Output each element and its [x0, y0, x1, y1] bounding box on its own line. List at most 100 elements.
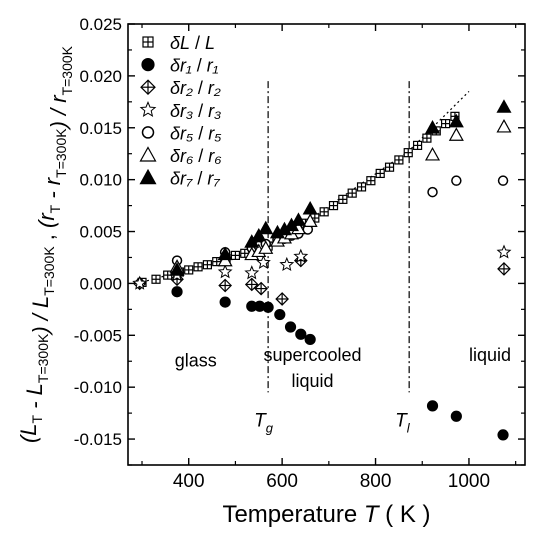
marker-circle [141, 126, 155, 139]
marker-star [496, 244, 512, 259]
transition-label: Tg [254, 411, 274, 436]
marker-circle [295, 328, 307, 340]
data-point [212, 257, 222, 267]
marker-triangle [448, 113, 464, 128]
data-point [141, 57, 155, 72]
legend-label: δr₃ / r₃ [170, 101, 221, 121]
x-tick-label: 1000 [448, 471, 490, 492]
transition-label: Tl [395, 411, 411, 436]
data-point [450, 410, 462, 422]
y-tick-label: -0.015 [74, 430, 122, 449]
data-point [171, 286, 183, 298]
marker-triangle [139, 168, 157, 185]
data-point [139, 146, 157, 162]
data-point [441, 119, 451, 129]
data-point [497, 429, 509, 441]
marker-triangle [139, 146, 157, 162]
data-point [142, 36, 154, 48]
data-point [347, 188, 357, 198]
y-axis-title: (LT - LT=300K) / LT=300K , (rT - rT=300K… [16, 45, 75, 443]
legend-label: δr₁ / r₁ [170, 56, 219, 76]
data-point [140, 79, 156, 96]
marker-triangle [169, 262, 185, 276]
series-filled-triangle [169, 99, 512, 276]
data-marks [132, 99, 512, 441]
data-point [251, 227, 267, 242]
y-tick-label: 0.020 [79, 67, 122, 86]
marker-triangle [425, 120, 441, 134]
marker-circle [426, 400, 439, 412]
data-point [256, 254, 271, 269]
marker-triangle [290, 212, 306, 226]
series-filled-circle [171, 286, 509, 441]
region-label: supercooled [263, 345, 361, 365]
x-tick-label: 400 [173, 471, 205, 492]
data-point [258, 240, 274, 254]
marker-circle [171, 286, 183, 298]
y-tick-label: 0.005 [79, 223, 122, 242]
data-point [139, 101, 157, 117]
marker-triangle [258, 220, 274, 235]
data-point [169, 262, 185, 276]
axes: 400 600 800 1000 -0.015 -0.010 -0.005 0.000 0.00… [74, 15, 526, 492]
plot-frame [127, 23, 526, 466]
legend-label: δr₆ / r₆ [170, 146, 222, 166]
data-point [425, 120, 441, 134]
data-point [284, 321, 297, 333]
marker-star [256, 254, 271, 269]
marker-triangle [258, 240, 274, 254]
data-point [274, 308, 286, 321]
data-point [427, 186, 438, 198]
data-point [132, 275, 148, 290]
data-point [293, 248, 309, 263]
marker-triangle [496, 118, 512, 133]
marker-circle [219, 296, 231, 308]
data-point [304, 333, 316, 346]
marker-triangle [496, 99, 512, 113]
data-point [412, 140, 423, 151]
marker-circle [497, 429, 509, 441]
data-point [496, 99, 512, 113]
data-point [448, 113, 464, 128]
marker-star [293, 248, 309, 263]
marker-triangle [251, 227, 267, 242]
data-point [384, 162, 395, 172]
data-point [217, 264, 233, 279]
data-point [319, 207, 329, 217]
data-point [422, 133, 432, 143]
legend-label: δL / L [170, 33, 215, 53]
marker-triangle [302, 200, 318, 215]
data-point [425, 147, 441, 161]
marker-triangle [448, 127, 464, 141]
marker-circle [262, 301, 274, 313]
data-point [451, 175, 462, 186]
marker-triangle [217, 246, 233, 261]
data-point [244, 265, 260, 280]
data-point [394, 155, 404, 165]
y-tick-label: 0.000 [79, 274, 122, 293]
data-point [262, 301, 274, 313]
marker-star [217, 264, 233, 279]
y-tick-label: -0.010 [74, 378, 122, 397]
region-label: liquid [291, 371, 333, 391]
data-point [279, 256, 295, 272]
data-point [496, 244, 512, 259]
marker-star [132, 275, 148, 290]
data-point [356, 182, 367, 192]
y-tick-label: 0.025 [79, 15, 122, 34]
data-point [295, 328, 307, 340]
data-point [366, 176, 376, 186]
marker-circle [274, 308, 286, 321]
data-point [328, 200, 339, 211]
data-point [497, 175, 509, 186]
data-point [141, 126, 155, 139]
x-axis-title: Temperature T ( K ) [222, 501, 430, 528]
data-point [217, 246, 233, 261]
marker-triangle [302, 213, 318, 227]
marker-circle [497, 175, 509, 186]
x-tick-label: 800 [360, 471, 392, 492]
legend-label: δr₅ / r₅ [170, 123, 221, 143]
data-point [497, 262, 511, 276]
marker-circle [427, 186, 438, 198]
